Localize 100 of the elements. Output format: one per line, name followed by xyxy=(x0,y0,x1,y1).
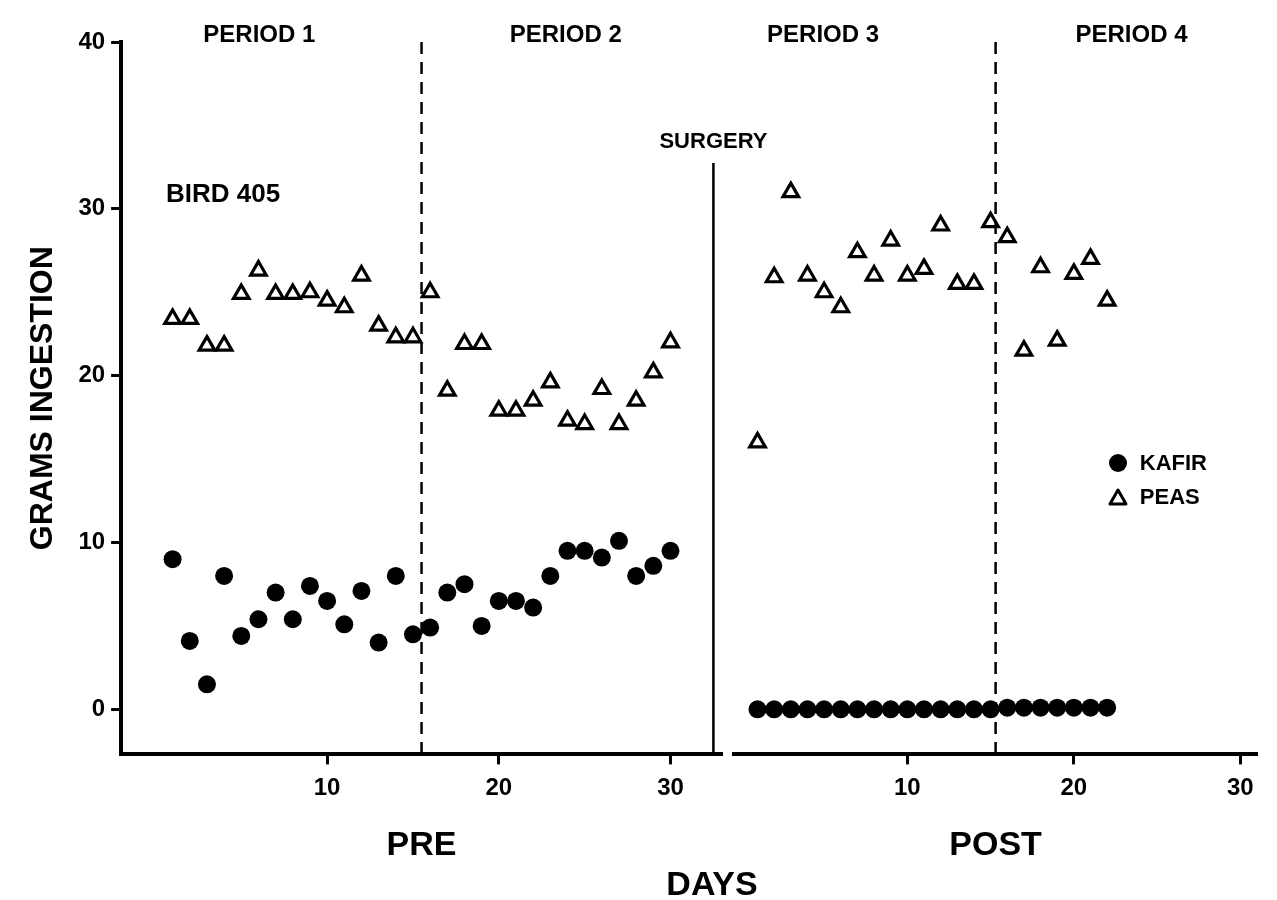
point xyxy=(575,413,595,431)
x-tick-label: 20 xyxy=(485,773,513,801)
point xyxy=(420,281,440,299)
point xyxy=(352,581,371,600)
y-tick-label: 40 xyxy=(78,26,106,54)
point xyxy=(249,610,268,629)
point xyxy=(283,283,303,301)
annotation: PERIOD 1 xyxy=(203,20,316,48)
point xyxy=(472,333,492,351)
text: DAYS xyxy=(666,864,758,900)
y-tick-label: 0 xyxy=(91,693,106,721)
y-tick-label: 10 xyxy=(78,527,106,555)
point xyxy=(914,258,934,275)
point xyxy=(781,181,801,199)
point xyxy=(489,400,509,417)
point xyxy=(540,371,560,389)
annotation: PERIOD 3 xyxy=(767,20,880,48)
point xyxy=(1097,290,1117,307)
point xyxy=(1048,698,1067,717)
point xyxy=(798,264,817,282)
point xyxy=(1098,698,1117,717)
x-tick-label: 20 xyxy=(1060,773,1088,801)
point xyxy=(931,700,950,719)
point xyxy=(643,361,663,379)
point xyxy=(266,283,286,301)
point xyxy=(335,615,354,634)
point xyxy=(163,550,182,569)
legend-label: PEAS xyxy=(1139,484,1200,511)
point xyxy=(575,541,594,560)
point xyxy=(781,700,800,719)
point xyxy=(661,541,680,560)
point xyxy=(848,241,867,259)
point xyxy=(592,548,611,567)
point xyxy=(831,700,850,719)
x-tick-label: 30 xyxy=(657,773,684,801)
point xyxy=(318,591,337,610)
point xyxy=(765,700,784,719)
point xyxy=(997,226,1017,244)
point xyxy=(1064,263,1084,280)
point xyxy=(998,698,1017,717)
point xyxy=(266,583,285,602)
point xyxy=(437,380,457,397)
point xyxy=(644,556,663,575)
point xyxy=(814,281,834,299)
point xyxy=(1047,330,1067,347)
point xyxy=(964,700,983,719)
point xyxy=(915,700,934,719)
point xyxy=(748,700,767,719)
point xyxy=(1031,256,1050,274)
annotation: PERIOD 2 xyxy=(509,20,622,48)
point xyxy=(523,390,543,407)
point xyxy=(317,290,337,307)
point xyxy=(455,575,474,594)
point xyxy=(455,333,474,351)
point xyxy=(897,264,917,282)
point xyxy=(1081,248,1100,265)
point xyxy=(1014,340,1034,357)
point xyxy=(369,633,388,652)
point xyxy=(798,700,817,719)
point xyxy=(831,296,851,314)
point xyxy=(197,335,217,352)
point xyxy=(558,541,577,560)
point xyxy=(214,335,234,352)
point xyxy=(609,413,629,431)
point xyxy=(627,566,646,585)
y-tick-label: 20 xyxy=(78,360,106,388)
point xyxy=(815,700,834,719)
point xyxy=(421,618,440,637)
point xyxy=(764,266,784,284)
point xyxy=(881,229,901,247)
x-axis-title: POST xyxy=(949,823,1043,862)
point xyxy=(300,576,319,595)
point xyxy=(283,610,302,629)
point xyxy=(197,675,216,694)
x-tick-label: 10 xyxy=(313,773,341,801)
point xyxy=(865,700,884,719)
point xyxy=(352,264,371,282)
point xyxy=(506,591,525,610)
x-tick-label: 30 xyxy=(1227,773,1254,801)
point xyxy=(609,531,628,550)
y-tick-label: 30 xyxy=(78,193,106,221)
point xyxy=(472,616,491,635)
point xyxy=(180,308,200,326)
point xyxy=(1081,698,1100,717)
point xyxy=(592,378,612,396)
point xyxy=(506,400,526,417)
point xyxy=(249,259,268,277)
point xyxy=(386,566,405,585)
point xyxy=(1031,698,1050,717)
point xyxy=(541,566,560,585)
point xyxy=(232,626,251,645)
point xyxy=(403,326,423,344)
point xyxy=(369,315,389,332)
point xyxy=(881,700,900,719)
annotation: BIRD 405 xyxy=(166,178,281,210)
point xyxy=(947,273,967,291)
x-axis-title: PRE xyxy=(386,823,457,862)
point xyxy=(438,583,457,602)
point xyxy=(626,390,646,407)
point xyxy=(1014,698,1033,717)
